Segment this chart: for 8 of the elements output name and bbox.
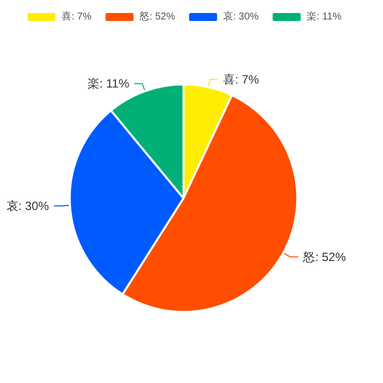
slice-label: 怒: 52% (302, 250, 346, 264)
slice-label: 楽: 11% (87, 76, 130, 91)
slice-label: 哀: 30% (6, 198, 50, 213)
legend-label: 喜: 7% (62, 10, 92, 22)
slice-label: 喜: 7% (223, 72, 260, 86)
legend-label: 哀: 30% (223, 10, 259, 22)
legend-label: 楽: 11% (306, 10, 342, 22)
legend-label: 怒: 52% (138, 10, 176, 22)
